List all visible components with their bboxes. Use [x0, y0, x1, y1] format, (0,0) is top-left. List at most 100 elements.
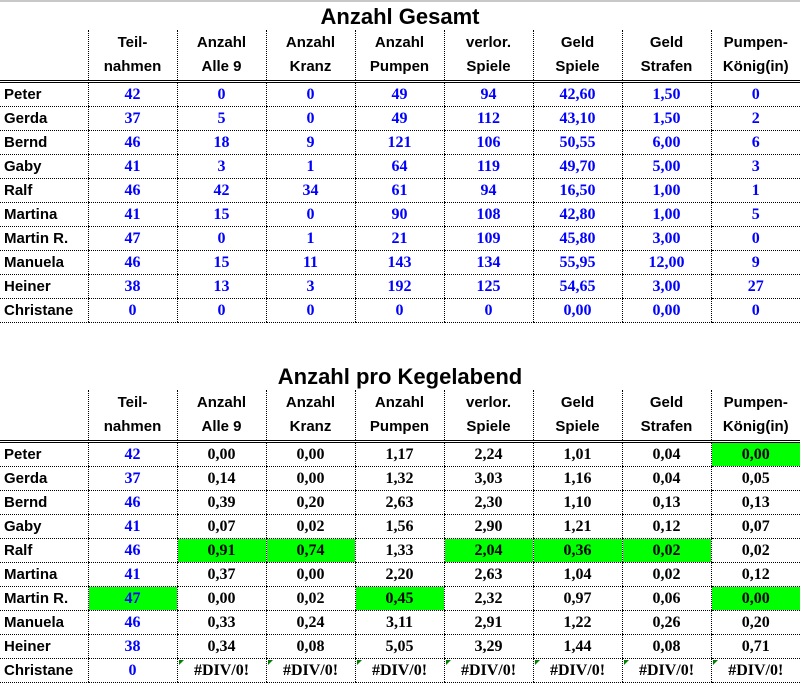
value-cell[interactable]: 0,71: [710, 634, 800, 659]
value-cell[interactable]: 0: [87, 658, 177, 683]
value-cell[interactable]: 1: [265, 154, 355, 179]
value-cell[interactable]: 0,00: [265, 466, 355, 491]
player-name-cell[interactable]: Peter: [0, 441, 88, 467]
player-name-cell[interactable]: Martina: [0, 562, 88, 587]
value-cell[interactable]: 6: [710, 130, 800, 155]
player-name-cell[interactable]: Ralf: [0, 538, 88, 563]
value-cell[interactable]: 11: [265, 250, 355, 275]
value-cell[interactable]: 1,50: [621, 81, 711, 107]
value-cell[interactable]: 0,45: [354, 586, 444, 611]
value-cell[interactable]: 0,00: [176, 441, 266, 467]
value-cell[interactable]: 0: [176, 298, 266, 323]
value-cell[interactable]: 125: [443, 274, 533, 299]
value-cell[interactable]: 0: [176, 226, 266, 251]
column-header[interactable]: Pumpen- König(in): [710, 390, 800, 442]
value-cell[interactable]: 0,13: [710, 490, 800, 515]
value-cell[interactable]: 0,00: [710, 586, 800, 611]
value-cell[interactable]: 112: [443, 106, 533, 131]
value-cell[interactable]: 6,00: [621, 130, 711, 155]
value-cell[interactable]: 2,63: [354, 490, 444, 515]
value-cell[interactable]: 1,50: [621, 106, 711, 131]
value-cell[interactable]: 42: [176, 178, 266, 203]
value-cell[interactable]: 41: [87, 202, 177, 227]
value-cell[interactable]: 0,06: [621, 586, 711, 611]
value-cell[interactable]: 2: [710, 106, 800, 131]
value-cell[interactable]: 0,00: [265, 562, 355, 587]
value-cell[interactable]: 3,03: [443, 466, 533, 491]
player-name-cell[interactable]: Gaby: [0, 154, 88, 179]
player-name-cell[interactable]: Gerda: [0, 106, 88, 131]
value-cell[interactable]: 49: [354, 81, 444, 107]
player-name-cell[interactable]: Gerda: [0, 466, 88, 491]
value-cell[interactable]: 0: [176, 81, 266, 107]
value-cell[interactable]: 1,21: [532, 514, 622, 539]
value-cell[interactable]: 0,97: [532, 586, 622, 611]
value-cell[interactable]: 9: [265, 130, 355, 155]
column-header[interactable]: Anzahl Pumpen: [354, 30, 444, 82]
column-header[interactable]: Geld Strafen: [621, 30, 711, 82]
value-cell[interactable]: #DIV/0!: [176, 658, 266, 683]
value-cell[interactable]: 2,04: [443, 538, 533, 563]
column-header[interactable]: Teil-nahmen: [87, 390, 177, 442]
value-cell[interactable]: 1,56: [354, 514, 444, 539]
value-cell[interactable]: 13: [176, 274, 266, 299]
value-cell[interactable]: 0,02: [265, 586, 355, 611]
value-cell[interactable]: 21: [354, 226, 444, 251]
value-cell[interactable]: 1,00: [621, 202, 711, 227]
player-name-cell[interactable]: Manuela: [0, 250, 88, 275]
value-cell[interactable]: 0,04: [621, 466, 711, 491]
value-cell[interactable]: 1,16: [532, 466, 622, 491]
value-cell[interactable]: 3: [265, 274, 355, 299]
player-name-cell[interactable]: Peter: [0, 81, 88, 107]
value-cell[interactable]: 15: [176, 202, 266, 227]
value-cell[interactable]: 1,10: [532, 490, 622, 515]
value-cell[interactable]: 46: [87, 610, 177, 635]
player-name-cell[interactable]: Gaby: [0, 514, 88, 539]
value-cell[interactable]: 0,24: [265, 610, 355, 635]
value-cell[interactable]: 0,08: [621, 634, 711, 659]
value-cell[interactable]: 0,12: [710, 562, 800, 587]
value-cell[interactable]: 46: [87, 538, 177, 563]
value-cell[interactable]: 41: [87, 514, 177, 539]
column-header[interactable]: Anzahl Alle 9: [176, 390, 266, 442]
value-cell[interactable]: 0,39: [176, 490, 266, 515]
column-header[interactable]: Anzahl Kranz: [265, 390, 355, 442]
player-name-cell[interactable]: Heiner: [0, 634, 88, 659]
value-cell[interactable]: 2,24: [443, 441, 533, 467]
value-cell[interactable]: 2,63: [443, 562, 533, 587]
value-cell[interactable]: 54,65: [532, 274, 622, 299]
value-cell[interactable]: 9: [710, 250, 800, 275]
value-cell[interactable]: 0: [354, 298, 444, 323]
value-cell[interactable]: 1,04: [532, 562, 622, 587]
value-cell[interactable]: 38: [87, 274, 177, 299]
value-cell[interactable]: 2,90: [443, 514, 533, 539]
column-header[interactable]: Geld Spiele: [532, 390, 622, 442]
value-cell[interactable]: #DIV/0!: [621, 658, 711, 683]
value-cell[interactable]: 0,08: [265, 634, 355, 659]
value-cell[interactable]: 34: [265, 178, 355, 203]
value-cell[interactable]: 46: [87, 130, 177, 155]
value-cell[interactable]: 42,60: [532, 81, 622, 107]
value-cell[interactable]: 0,02: [621, 538, 711, 563]
value-cell[interactable]: 1,22: [532, 610, 622, 635]
player-name-cell[interactable]: Heiner: [0, 274, 88, 299]
value-cell[interactable]: 0,05: [710, 466, 800, 491]
value-cell[interactable]: 0: [710, 81, 800, 107]
player-name-cell[interactable]: Martin R.: [0, 226, 88, 251]
value-cell[interactable]: 109: [443, 226, 533, 251]
value-cell[interactable]: 0,33: [176, 610, 266, 635]
value-cell[interactable]: 49,70: [532, 154, 622, 179]
column-header[interactable]: Teil-nahmen: [87, 30, 177, 82]
value-cell[interactable]: 143: [354, 250, 444, 275]
value-cell[interactable]: 64: [354, 154, 444, 179]
value-cell[interactable]: 0,00: [265, 441, 355, 467]
column-header[interactable]: Anzahl Kranz: [265, 30, 355, 82]
value-cell[interactable]: 0,13: [621, 490, 711, 515]
player-name-cell[interactable]: Bernd: [0, 490, 88, 515]
player-name-cell[interactable]: Martina: [0, 202, 88, 227]
player-name-cell[interactable]: Christane: [0, 658, 88, 683]
value-cell[interactable]: 0: [710, 226, 800, 251]
value-cell[interactable]: 45,80: [532, 226, 622, 251]
value-cell[interactable]: 0,07: [710, 514, 800, 539]
value-cell[interactable]: 0,00: [176, 586, 266, 611]
